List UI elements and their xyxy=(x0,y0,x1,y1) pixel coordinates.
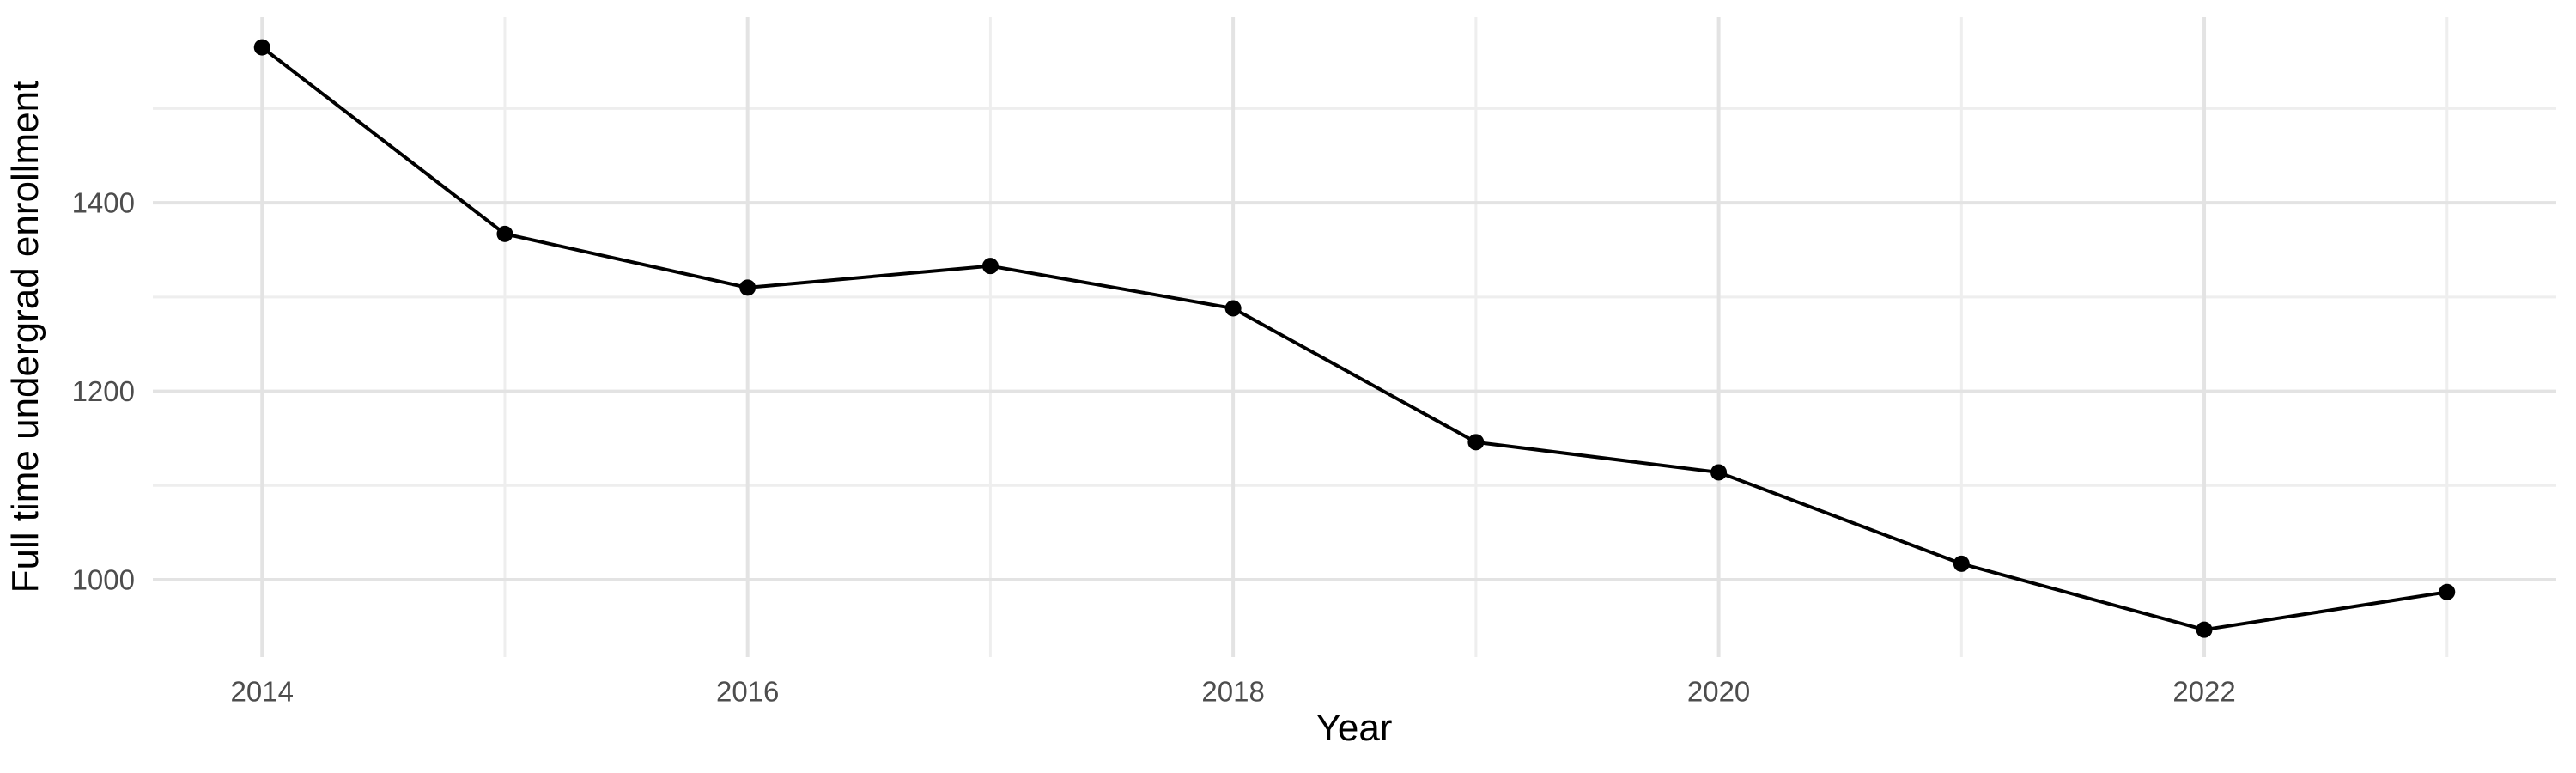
data-point xyxy=(2196,621,2213,638)
data-point xyxy=(1467,434,1485,451)
data-point xyxy=(981,258,999,275)
series-layer xyxy=(253,39,2456,638)
grid-major xyxy=(153,17,2556,657)
x-tick-label: 2020 xyxy=(1687,676,1750,708)
y-tick-label: 1000 xyxy=(72,564,135,596)
x-tick-label: 2014 xyxy=(231,676,294,708)
data-point xyxy=(1953,555,1970,572)
y-axis-title: Full time undergrad enrollment xyxy=(4,81,46,593)
data-point xyxy=(1710,464,1728,481)
data-point xyxy=(253,39,270,56)
y-tick-label: 1200 xyxy=(72,375,135,407)
data-line xyxy=(261,46,2448,632)
x-tick-label: 2018 xyxy=(1201,676,1264,708)
data-point xyxy=(1224,300,1242,317)
data-point xyxy=(496,225,513,242)
data-point xyxy=(2439,583,2456,600)
x-tick-label: 2022 xyxy=(2172,676,2235,708)
tick-labels: 2014 2016 2018 2020 2022 1000 1200 1400 xyxy=(72,187,2236,708)
y-tick-label: 1400 xyxy=(72,187,135,219)
data-point xyxy=(739,279,756,296)
x-tick-label: 2016 xyxy=(716,676,779,708)
grid-minor xyxy=(153,17,2556,657)
x-axis-title: Year xyxy=(1316,707,1393,749)
